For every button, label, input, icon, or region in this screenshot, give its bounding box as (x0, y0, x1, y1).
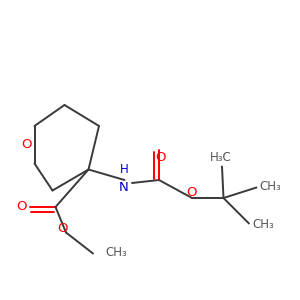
Text: N: N (119, 181, 129, 194)
Text: CH₃: CH₃ (260, 180, 281, 194)
Text: O: O (58, 221, 68, 235)
Text: O: O (16, 200, 27, 214)
Text: CH₃: CH₃ (252, 218, 274, 232)
Text: O: O (21, 138, 32, 151)
Text: H: H (119, 164, 128, 176)
Text: CH₃: CH₃ (105, 245, 127, 259)
Text: O: O (155, 151, 166, 164)
Text: O: O (186, 185, 197, 199)
Text: H₃C: H₃C (210, 151, 231, 164)
